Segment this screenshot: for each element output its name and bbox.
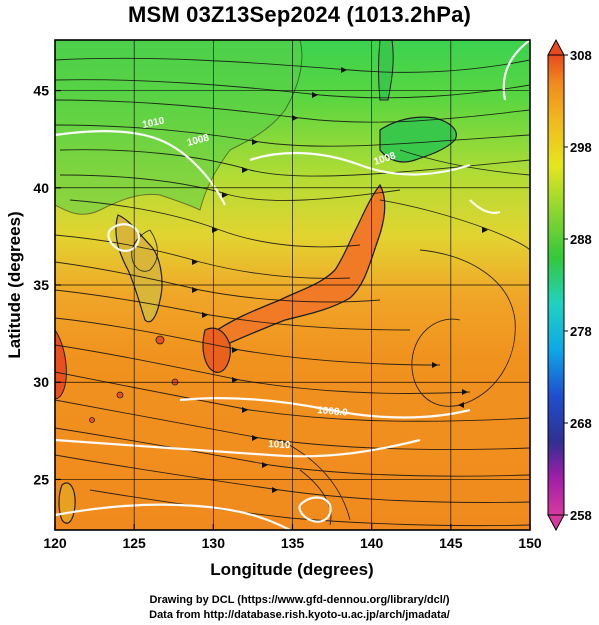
southern-islands <box>89 335 179 423</box>
colorbar-tick-label: 278 <box>570 324 592 339</box>
y-tick-label: 40 <box>33 180 49 196</box>
land-kyushu <box>202 327 231 373</box>
contour-label: 1010 <box>141 115 165 130</box>
colorbar-scale <box>547 54 565 516</box>
credit-data: Data from http://database.rish.kyoto-u.a… <box>149 609 450 621</box>
colorbar-tick-label: 258 <box>570 508 592 523</box>
y-tick-label: 35 <box>33 277 49 293</box>
y-tick-label: 45 <box>33 83 49 99</box>
lat-lon-grid <box>55 40 530 530</box>
colorbar-tick-label: 268 <box>570 416 592 431</box>
isobar-contours <box>55 40 530 530</box>
x-tick-label: 135 <box>281 535 305 551</box>
colorbar-top-arrow <box>547 38 565 56</box>
contour-labels: 1010 1008 1008 1008.0 1010 <box>141 115 397 451</box>
colorbar-tick-label: 298 <box>570 140 592 155</box>
x-axis-label: Longitude (degrees) <box>210 560 373 579</box>
x-tick-label: 150 <box>518 535 542 551</box>
land-korea-peninsula <box>115 214 163 323</box>
wind-arrowheads <box>192 67 488 493</box>
land-china-coast <box>55 329 67 399</box>
colorbar: 308 298 288 278 268 258 <box>547 38 592 532</box>
x-tick-label: 125 <box>122 535 146 551</box>
land-mainland-asia-north <box>55 40 303 215</box>
y-axis-label: Latitude (degrees) <box>5 211 24 358</box>
colorbar-tick-label: 288 <box>570 232 592 247</box>
land-sakhalin <box>378 40 394 101</box>
x-axis-ticks: 120 125 130 135 140 145 150 <box>43 524 542 551</box>
x-tick-label: 130 <box>202 535 226 551</box>
y-tick-label: 25 <box>33 471 49 487</box>
contour-label: 1008.0 <box>317 405 349 419</box>
contour-label: 1010 <box>268 439 291 451</box>
y-axis-ticks: 25 30 35 40 45 <box>33 83 61 487</box>
land-honshu <box>209 183 386 351</box>
x-tick-label: 140 <box>360 535 384 551</box>
x-tick-label: 145 <box>439 535 463 551</box>
y-tick-label: 30 <box>33 374 49 390</box>
x-tick-label: 120 <box>43 535 67 551</box>
map-title: MSM 03Z13Sep2024 (1013.2hPa) <box>127 2 472 27</box>
land-taiwan <box>58 482 76 524</box>
credit-drawing: Drawing by DCL (https://www.gfd-dennou.o… <box>149 594 450 606</box>
colorbar-tick-label: 308 <box>570 48 592 63</box>
colorbar-bottom-arrow <box>547 514 565 532</box>
wind-streamlines <box>55 57 530 527</box>
